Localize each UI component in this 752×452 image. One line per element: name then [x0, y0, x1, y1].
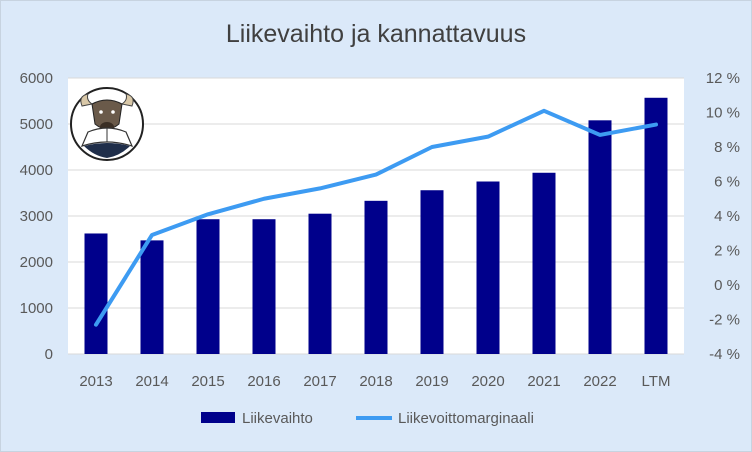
x-tick-label: 2014 — [135, 373, 168, 390]
x-tick-label: 2020 — [471, 373, 504, 390]
bar — [644, 97, 668, 354]
bar — [84, 233, 108, 354]
legend-label-bar: Liikevaihto — [242, 410, 313, 427]
y-right-tick-label: 4 % — [714, 208, 740, 225]
x-tick-label: 2015 — [191, 373, 224, 390]
x-axis-ticks: 2013 2014 2015 2016 2017 2018 2019 2020 2021 2022… — [79, 373, 670, 390]
legend-swatch-bar — [201, 412, 235, 423]
bar — [308, 213, 332, 354]
bar — [140, 240, 164, 354]
y-right-tick-label: 0 % — [714, 277, 740, 294]
bull-reading-book-logo — [70, 87, 144, 161]
y-right-tick-label: 2 % — [714, 243, 740, 260]
x-tick-label: LTM — [642, 373, 671, 390]
legend: Liikevaihto Liikevoittomarginaali — [201, 410, 534, 427]
left-axis-ticks: 0 1000 2000 3000 4000 5000 6000 — [20, 70, 53, 363]
y-left-tick-label: 6000 — [20, 70, 53, 87]
chart-title: Liikevaihto ja kannattavuus — [225, 20, 527, 48]
y-left-tick-label: 4000 — [20, 162, 53, 179]
bar-series — [84, 97, 668, 354]
x-tick-label: 2019 — [415, 373, 448, 390]
bar — [420, 190, 444, 354]
right-axis-ticks: -4 % -2 % 0 % 2 % 4 % 6 % 8 % 10 % 12 % — [706, 70, 740, 363]
legend-label-line: Liikevoittomarginaali — [398, 410, 534, 427]
x-tick-label: 2018 — [359, 373, 392, 390]
y-right-tick-label: 12 % — [706, 70, 740, 87]
x-tick-label: 2022 — [583, 373, 616, 390]
y-left-tick-label: 5000 — [20, 116, 53, 133]
bar — [588, 120, 612, 354]
x-tick-label: 2021 — [527, 373, 560, 390]
x-tick-label: 2017 — [303, 373, 336, 390]
bar — [196, 219, 220, 354]
y-left-tick-label: 2000 — [20, 254, 53, 271]
x-tick-label: 2013 — [79, 373, 112, 390]
bar — [476, 181, 500, 354]
y-left-tick-label: 0 — [45, 346, 53, 363]
x-tick-label: 2016 — [247, 373, 280, 390]
y-left-tick-label: 3000 — [20, 208, 53, 225]
bar — [252, 219, 276, 354]
y-right-tick-label: 6 % — [714, 174, 740, 191]
y-right-tick-label: 10 % — [706, 105, 740, 122]
bar — [364, 200, 388, 354]
y-right-tick-label: 8 % — [714, 139, 740, 156]
bar — [532, 172, 556, 354]
y-left-tick-label: 1000 — [20, 300, 53, 317]
line-series — [94, 108, 658, 327]
y-right-tick-label: -4 % — [709, 346, 740, 363]
y-right-tick-label: -2 % — [709, 312, 740, 329]
